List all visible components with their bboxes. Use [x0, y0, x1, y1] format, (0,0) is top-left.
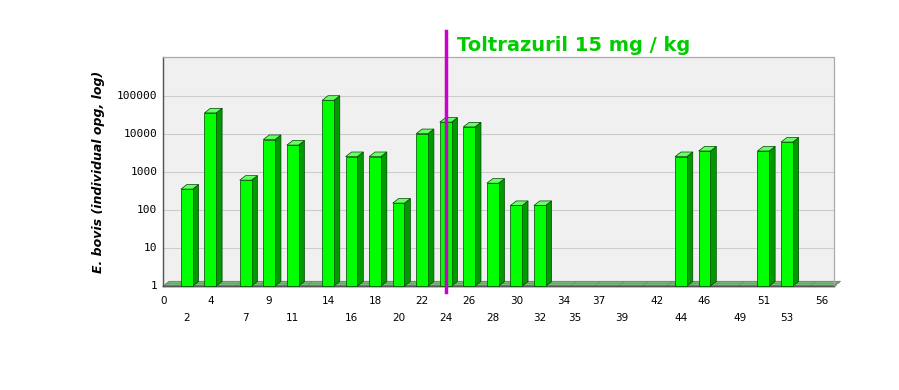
Text: 20: 20	[392, 313, 405, 323]
Polygon shape	[192, 184, 199, 286]
Bar	[699, 151, 710, 286]
Text: 26: 26	[463, 296, 476, 306]
Polygon shape	[393, 199, 410, 203]
Polygon shape	[405, 199, 410, 286]
Text: 18: 18	[369, 296, 382, 306]
Text: 10: 10	[144, 243, 157, 253]
Polygon shape	[181, 184, 199, 189]
Text: 24: 24	[439, 313, 452, 323]
Text: 35: 35	[568, 313, 582, 323]
Polygon shape	[358, 152, 363, 286]
Text: 7: 7	[243, 313, 249, 323]
Text: 28: 28	[486, 313, 499, 323]
Polygon shape	[499, 179, 504, 286]
Polygon shape	[217, 108, 222, 286]
Bar	[416, 134, 428, 286]
Bar	[322, 100, 334, 286]
Polygon shape	[546, 201, 552, 286]
Polygon shape	[770, 146, 775, 286]
Bar	[369, 156, 381, 286]
Polygon shape	[534, 201, 552, 206]
Text: 4: 4	[207, 296, 214, 306]
Bar	[511, 206, 522, 286]
Text: 46: 46	[698, 296, 711, 306]
Polygon shape	[381, 152, 387, 286]
Polygon shape	[287, 140, 305, 145]
Bar	[487, 183, 499, 286]
Polygon shape	[164, 282, 840, 286]
Text: 44: 44	[674, 313, 688, 323]
Polygon shape	[781, 138, 798, 142]
Bar	[534, 206, 546, 286]
Polygon shape	[511, 201, 528, 206]
Bar	[675, 156, 687, 286]
Bar	[287, 145, 298, 286]
Text: 56: 56	[815, 296, 829, 306]
Polygon shape	[263, 135, 280, 140]
Bar	[393, 203, 405, 286]
Polygon shape	[793, 138, 798, 286]
Text: 100: 100	[138, 205, 157, 215]
Text: 32: 32	[533, 313, 547, 323]
Polygon shape	[487, 179, 504, 183]
Text: 22: 22	[415, 296, 429, 306]
Polygon shape	[298, 140, 305, 286]
Polygon shape	[710, 146, 717, 286]
Bar	[463, 127, 475, 286]
Text: 34: 34	[556, 296, 570, 306]
Polygon shape	[687, 152, 693, 286]
Text: 30: 30	[510, 296, 523, 306]
Polygon shape	[522, 201, 528, 286]
Polygon shape	[334, 96, 340, 286]
Bar	[345, 156, 358, 286]
Text: 2: 2	[183, 313, 190, 323]
Polygon shape	[252, 176, 257, 286]
Bar	[181, 189, 192, 286]
Polygon shape	[275, 135, 280, 286]
Polygon shape	[240, 176, 257, 180]
Text: 10000: 10000	[124, 129, 157, 138]
Text: 49: 49	[734, 313, 746, 323]
Polygon shape	[428, 129, 434, 286]
Text: 0: 0	[160, 296, 166, 306]
Polygon shape	[440, 118, 458, 122]
Polygon shape	[475, 122, 481, 286]
Bar	[164, 57, 834, 286]
Polygon shape	[416, 129, 434, 134]
Polygon shape	[758, 146, 775, 151]
Text: 100000: 100000	[117, 90, 157, 101]
Text: 39: 39	[616, 313, 628, 323]
Text: E. bovis (individual opg, log): E. bovis (individual opg, log)	[92, 71, 105, 273]
Polygon shape	[463, 122, 481, 127]
Text: Toltrazuril 15 mg / kg: Toltrazuril 15 mg / kg	[458, 37, 690, 55]
Text: 51: 51	[757, 296, 770, 306]
Polygon shape	[675, 152, 693, 156]
Text: 53: 53	[780, 313, 794, 323]
Text: 16: 16	[345, 313, 358, 323]
Text: 11: 11	[286, 313, 299, 323]
Bar	[781, 142, 793, 286]
Text: 9: 9	[266, 296, 272, 306]
Bar	[240, 180, 252, 286]
Text: 42: 42	[651, 296, 664, 306]
Polygon shape	[204, 108, 222, 113]
Bar	[440, 122, 451, 286]
Text: 1000: 1000	[130, 167, 157, 177]
Bar	[758, 151, 770, 286]
Text: 14: 14	[321, 296, 334, 306]
Polygon shape	[699, 146, 717, 151]
Polygon shape	[322, 96, 340, 100]
Polygon shape	[369, 152, 387, 156]
Text: 37: 37	[592, 296, 605, 306]
Text: 1: 1	[151, 281, 157, 291]
Bar	[204, 113, 217, 286]
Polygon shape	[345, 152, 363, 156]
Polygon shape	[451, 118, 458, 286]
Bar	[263, 140, 275, 286]
